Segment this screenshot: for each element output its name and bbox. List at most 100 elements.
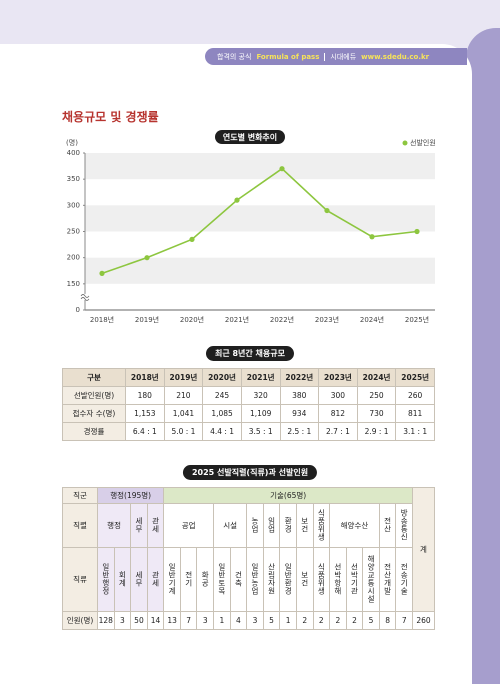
cell: 210	[163, 386, 204, 405]
cell: 811	[395, 404, 435, 423]
cell: 380	[279, 386, 320, 405]
count-cell: 2	[345, 611, 364, 630]
cell: 5.0 : 1	[163, 422, 204, 441]
branch-cell: 일반토목	[213, 547, 231, 612]
branch-name: 보건	[300, 570, 310, 587]
axis-break-gap	[81, 293, 89, 300]
branch-cell: 선박기관	[345, 547, 364, 612]
cell: 2.7 : 1	[318, 422, 358, 441]
header-cell: 2023년	[318, 368, 358, 387]
y-tick-label: 150	[67, 280, 80, 288]
count-cell: 14	[146, 611, 165, 630]
data-point	[189, 236, 195, 242]
branch-cell: 화공	[196, 547, 215, 612]
legend-marker	[402, 140, 408, 146]
table-row: 직군 행정(195명) 기술(65명) 계	[62, 487, 435, 612]
series-cell: 농업	[246, 503, 264, 548]
group-cell: 행정(195명)	[96, 487, 165, 504]
branch-cell: 선박항해	[329, 547, 347, 612]
cell: 1,109	[240, 404, 281, 423]
row-label: 직류	[62, 547, 98, 612]
x-tick-label: 2025년	[405, 315, 429, 324]
cell: 4.4 : 1	[202, 422, 242, 441]
y-tick-label: 0	[76, 306, 80, 314]
cell: 245	[202, 386, 242, 405]
branch-name: 식품위생	[316, 562, 326, 595]
series-cell: 해양수산	[329, 503, 380, 548]
recruit-table: 구분 2018년 2019년 2020년 2021년 2022년 2023년 2024년 202…	[62, 368, 435, 441]
x-tick-label: 2020년	[180, 315, 204, 324]
branch-cell: 관세	[146, 547, 165, 612]
table-title: 2025 선발직렬(직류)과 선발인원	[182, 465, 318, 480]
count-cell: 2	[295, 611, 314, 630]
axis-break	[80, 294, 90, 301]
series-name: 시설	[223, 521, 238, 530]
chart: 연도별 변화추이 (명) 0 150 200 250 300 350 400 2018년 201…	[66, 130, 436, 324]
row-label: 선발인원(명)	[62, 386, 126, 405]
table-row: 선발인원(명) 180 210 245 320 380 300 250 260	[62, 386, 435, 405]
x-tick-label: 2021년	[225, 315, 249, 324]
series-cell: 환경	[279, 503, 297, 548]
branch-name: 전기	[184, 570, 194, 587]
series-cell: 방송통신	[395, 503, 413, 548]
branch-name: 선박항해	[333, 562, 343, 595]
data-point	[369, 234, 375, 240]
header-row: 구분 2018년 2019년 2020년 2021년 2022년 2023년 2024년 202…	[62, 368, 435, 387]
branch-cell: 세무	[130, 547, 148, 612]
cell: 1,153	[125, 404, 165, 423]
branch-name: 전산개발	[383, 562, 393, 595]
x-tick-label: 2023년	[315, 315, 339, 324]
table-row: 인원(명) 128 3 50 14 13 7 3 1 4 3 5 1 2 2 2 2 5 8 7 260	[62, 611, 435, 630]
cell: 934	[279, 404, 320, 423]
cell: 320	[240, 386, 281, 405]
count-cell: 4	[229, 611, 248, 630]
series-name: 보건	[300, 516, 310, 533]
branch-name: 일반기계	[167, 562, 177, 595]
cell: 730	[356, 404, 397, 423]
header-cell: 구분	[62, 368, 126, 387]
branch-cell: 산림자원	[262, 547, 281, 612]
count-cell: 3	[246, 611, 264, 630]
branch-cell: 일반기계	[163, 547, 181, 612]
slogan: Formula of pass	[256, 52, 320, 61]
branch-name: 일반토목	[217, 562, 227, 595]
branch-name: 일반행정	[101, 562, 111, 595]
branch-cell: 전송기술	[395, 547, 413, 612]
branch-cell: 일반환경	[279, 547, 297, 612]
cell: 1,041	[163, 404, 204, 423]
y-tick-label: 350	[67, 175, 80, 183]
header-cell: 2021년	[240, 368, 281, 387]
y-axis-label: (명)	[66, 138, 78, 147]
cell: 2.5 : 1	[279, 422, 320, 441]
row-label: 인원(명)	[62, 611, 98, 630]
brand: 합격의 공식	[217, 52, 252, 61]
table-title: 최근 8년간 채용규모	[205, 346, 295, 361]
cell: 1,085	[202, 404, 242, 423]
chart-title-pill	[215, 130, 285, 144]
cell: 300	[318, 386, 358, 405]
series-cell: 공업	[163, 503, 215, 548]
series-name: 공업	[181, 521, 196, 530]
data-point	[279, 166, 285, 172]
series-name: 행정	[107, 521, 121, 530]
chart-title: 연도별 변화추이	[223, 132, 277, 142]
cell: 6.4 : 1	[125, 422, 165, 441]
branch-cell: 전기	[179, 547, 198, 612]
branch-name: 세무	[134, 570, 144, 587]
series-cell: 식품위생	[312, 503, 331, 548]
publisher: 시대에듀	[330, 52, 357, 61]
series-name: 농업	[250, 516, 260, 533]
separator	[324, 52, 326, 61]
x-tick-label: 2018년	[90, 315, 114, 324]
header-cell: 2018년	[125, 368, 165, 387]
count-cell: 1	[213, 611, 231, 630]
y-tick-label: 200	[67, 254, 80, 262]
branch-cell: 보건	[295, 547, 314, 612]
header-cell: 2019년	[163, 368, 204, 387]
data-point	[144, 255, 150, 261]
x-tick-label: 2022년	[270, 315, 294, 324]
x-tick-label: 2024년	[360, 315, 384, 324]
table-row: 직류 일반행정 회계 세무 관세 일반기계 전기 화공 일반토목 건축 일반농업 산림자원 일반환경 보건…	[62, 547, 435, 612]
series-cell: 행정	[96, 503, 132, 548]
